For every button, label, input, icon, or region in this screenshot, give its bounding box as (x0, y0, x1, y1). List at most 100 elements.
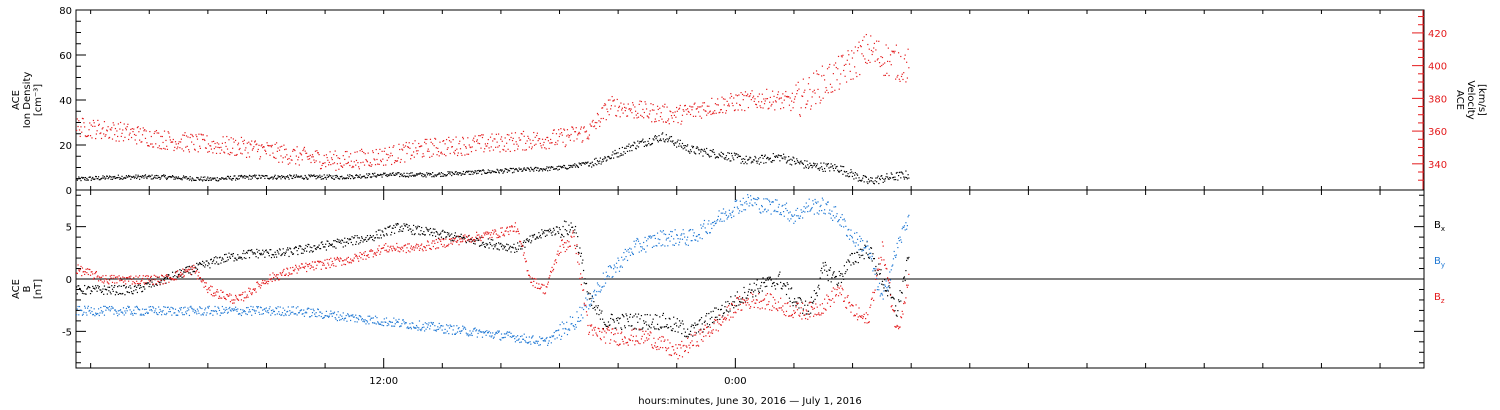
By-point (792, 215, 794, 217)
Bx-point (259, 254, 262, 256)
Bx-point (226, 256, 229, 258)
velocity-point (761, 93, 763, 95)
velocity-point (663, 106, 665, 108)
Bx-point (741, 301, 743, 303)
right-tick-label: 400 (1428, 62, 1447, 73)
velocity-point (695, 115, 697, 117)
By-point (391, 321, 393, 323)
velocity-point (503, 145, 506, 147)
velocity-point (585, 130, 588, 132)
velocity-point (146, 142, 148, 144)
Bx-point (678, 326, 680, 328)
density-point (635, 148, 637, 150)
density-point (234, 179, 237, 181)
By-point (903, 226, 905, 229)
Bx-point (857, 261, 859, 264)
Bz-point (237, 298, 239, 301)
By-point (889, 271, 891, 273)
By-point (597, 284, 599, 286)
velocity-point (529, 139, 531, 141)
velocity-point (104, 135, 106, 137)
density-point (92, 176, 94, 179)
By-point (741, 210, 743, 213)
velocity-point (796, 93, 798, 95)
velocity-point (219, 152, 221, 154)
velocity-point (415, 150, 418, 152)
Bx-point (191, 273, 193, 276)
Bx-point (295, 246, 297, 248)
density-point (588, 165, 591, 167)
By-point (138, 308, 140, 311)
By-point (682, 229, 684, 231)
By-point (618, 270, 621, 272)
By-point (382, 325, 385, 327)
velocity-point (243, 143, 245, 145)
By-point (465, 328, 467, 330)
velocity-point (175, 143, 177, 145)
Bx-point (451, 239, 454, 241)
velocity-point (103, 133, 105, 135)
By-point (448, 327, 451, 329)
density-point (250, 178, 252, 180)
density-point (542, 168, 544, 170)
By-point (687, 244, 689, 246)
By-point (736, 199, 738, 201)
Bz-point (92, 273, 94, 275)
By-point (867, 245, 869, 247)
velocity-point (728, 105, 730, 107)
density-point (765, 162, 767, 164)
By-point (241, 312, 243, 314)
Bx-point (163, 277, 166, 279)
density-point (445, 174, 448, 177)
velocity-point (459, 140, 461, 142)
Bx-point (145, 283, 147, 285)
density-point (874, 180, 876, 182)
velocity-point (202, 138, 204, 141)
velocity-point (417, 150, 419, 152)
Bx-point (645, 321, 647, 323)
velocity-point (249, 143, 251, 145)
By-point (677, 238, 679, 240)
By-point (144, 312, 147, 315)
By-point (486, 332, 489, 334)
Bx-point (253, 252, 255, 254)
velocity-point (731, 102, 733, 104)
Bx-point (144, 282, 147, 284)
density-point (837, 169, 839, 171)
Bx-point (527, 239, 529, 242)
velocity-point (580, 126, 582, 128)
density-point (806, 160, 808, 162)
Bx-point (404, 225, 406, 227)
density-point (352, 178, 355, 180)
Bx-point (536, 236, 539, 238)
Bx-point (136, 286, 138, 288)
velocity-point (217, 146, 219, 148)
Bx-point (494, 246, 496, 248)
Bx-point (862, 254, 864, 256)
Bx-point (739, 301, 741, 303)
density-point (670, 135, 673, 138)
Bx-point (506, 243, 508, 245)
By-point (549, 336, 551, 338)
density-point (684, 145, 686, 147)
By-point (347, 313, 349, 315)
Bx-point (618, 322, 620, 324)
velocity-point (845, 81, 848, 83)
Bx-point (306, 246, 308, 248)
density-point (392, 172, 394, 174)
Bx-point (689, 330, 692, 332)
density-point (723, 157, 725, 159)
density-point (737, 154, 739, 156)
By-point (750, 199, 752, 201)
By-point (689, 228, 692, 231)
density-point (508, 170, 511, 172)
Bx-point (795, 304, 797, 307)
density-point (259, 175, 261, 177)
density-point (732, 157, 734, 159)
velocity-point (784, 95, 786, 97)
Bx-point (303, 250, 306, 252)
Bx-point (825, 264, 827, 266)
velocity-point (223, 152, 226, 154)
density-point (443, 174, 445, 176)
Bx-point (671, 330, 673, 332)
